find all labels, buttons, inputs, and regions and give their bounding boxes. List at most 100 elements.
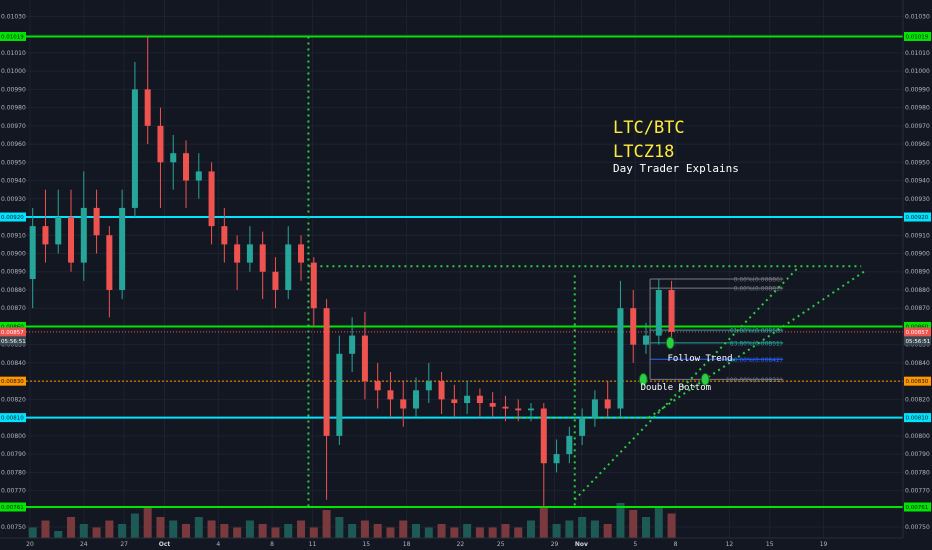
time-tick-label: 22	[457, 541, 465, 548]
price-tick-label: 0.00880	[905, 287, 930, 294]
price-tick-label-left: 0.00820	[1, 396, 26, 403]
volume-bar	[79, 524, 88, 538]
fib-label: 100.00%(0.00831)	[726, 377, 782, 384]
time-axis-bg	[0, 538, 932, 550]
candle-body	[464, 395, 471, 404]
price-tick-label-left: 0.00880	[1, 287, 26, 294]
level-badge-left-text: 0.00761	[1, 505, 24, 511]
candle-body	[566, 435, 573, 455]
volume-bar	[654, 506, 663, 538]
candle-body	[540, 408, 547, 464]
candle-body	[106, 235, 113, 290]
fib-retracement[interactable]: 0.00%(0.00886) 0.00%(0.00881) 61.80%(0.008…	[649, 277, 784, 384]
candle-body	[336, 353, 343, 436]
candle-body	[208, 171, 215, 227]
volume-bar	[437, 524, 446, 538]
price-tick-label-left: 0.01000	[1, 68, 26, 75]
candle-body	[374, 381, 381, 391]
chart-subtitle: LTCZ18	[613, 142, 674, 162]
candle-body	[668, 289, 675, 332]
price-tick-label-left: 0.00970	[1, 123, 26, 130]
price-tick-label-left: 0.00890	[1, 269, 26, 276]
level-badge-right-text: 0.00920	[906, 215, 929, 221]
candle-body	[502, 406, 509, 409]
price-tick-label-left: 0.00900	[1, 250, 26, 257]
volume-bar	[118, 524, 127, 538]
candle-body	[298, 244, 305, 263]
level-badge-right	[904, 502, 931, 512]
level-badge-right	[904, 413, 931, 423]
upper-trendline[interactable]	[648, 270, 865, 419]
volume-bar	[348, 524, 357, 538]
volume-bar	[309, 527, 318, 538]
time-axis[interactable]: 20 24 27 Oct 4 8 11 15 18 22 25 29 Nov 5 8 12 15 19	[0, 537, 932, 550]
volume-bar	[233, 527, 242, 538]
price-tick-label: 0.00890	[905, 269, 930, 276]
time-tick-label: 18	[403, 541, 411, 548]
candle-body	[246, 244, 253, 263]
time-tick-label: 27	[120, 541, 128, 548]
volume-bar	[207, 520, 216, 538]
volume-bar	[590, 520, 599, 538]
volume-bar	[527, 520, 536, 538]
candle-body	[259, 244, 266, 272]
annotation-text: Follow Trend	[668, 354, 733, 364]
level-badge-right-text: 0.01019	[906, 34, 929, 40]
volume-bar	[578, 517, 587, 538]
volume-bar	[386, 527, 395, 538]
price-tick-label-left: 0.00750	[1, 524, 26, 531]
candlesticks	[29, 36, 675, 507]
time-tick-label: 29	[551, 541, 559, 548]
countdown-badge-right	[904, 336, 931, 346]
price-tick-label-left: 0.00990	[1, 86, 26, 93]
price-tick-label: 0.00780	[905, 469, 930, 476]
volume-bar	[105, 520, 114, 538]
annotation-marker	[665, 336, 675, 350]
candle-body	[413, 390, 420, 409]
price-tick-label-left: 0.01010	[1, 50, 26, 57]
volume-bar	[335, 517, 344, 538]
price-tick-label-left: 0.00790	[1, 451, 26, 458]
price-tick-label: 0.00750	[905, 524, 930, 531]
annotation-text: Double Bottom	[641, 383, 711, 393]
price-tick-label: 0.00800	[905, 433, 930, 440]
price-tick-label: 0.00930	[905, 196, 930, 203]
price-tick-label: 0.00790	[905, 451, 930, 458]
volume-bar	[629, 510, 638, 538]
candle-body	[387, 390, 394, 400]
countdown-text-left: 05:56:51	[1, 339, 26, 345]
candle-body	[604, 399, 611, 409]
volume-bar	[552, 524, 561, 538]
volume-bar	[92, 527, 101, 538]
price-tick-label: 0.00950	[905, 159, 930, 166]
candle-body	[528, 408, 535, 411]
candle-body	[221, 226, 228, 245]
level-badge-right-text: 0.00810	[906, 416, 929, 422]
time-tick-label: 15	[766, 541, 774, 548]
time-tick-label: 8	[270, 541, 274, 548]
candle-body	[234, 244, 241, 263]
level-badge-left	[0, 212, 26, 222]
current-price-badge-left-text: 0.00857	[1, 330, 24, 336]
candle-body	[144, 89, 151, 126]
candle-body	[515, 408, 522, 411]
volume-bar	[245, 520, 254, 538]
time-tick-label: 4	[216, 541, 220, 548]
candle-body	[349, 335, 356, 354]
time-tick-label: 5	[633, 541, 637, 548]
price-tick-label: 0.00770	[905, 488, 930, 495]
price-tick-label: 0.01010	[905, 50, 930, 57]
volume-bar	[399, 520, 408, 538]
candle-body	[425, 381, 432, 391]
price-tick-label: 0.00940	[905, 178, 930, 185]
volume-bar	[182, 524, 191, 538]
volume-bar	[450, 527, 459, 538]
candle-body	[617, 308, 624, 409]
volume-bar	[488, 527, 497, 538]
level-badge-right	[904, 212, 931, 222]
price-tick-label: 0.00990	[905, 86, 930, 93]
volume-bar	[616, 503, 625, 538]
price-tick-label-left: 0.00780	[1, 469, 26, 476]
